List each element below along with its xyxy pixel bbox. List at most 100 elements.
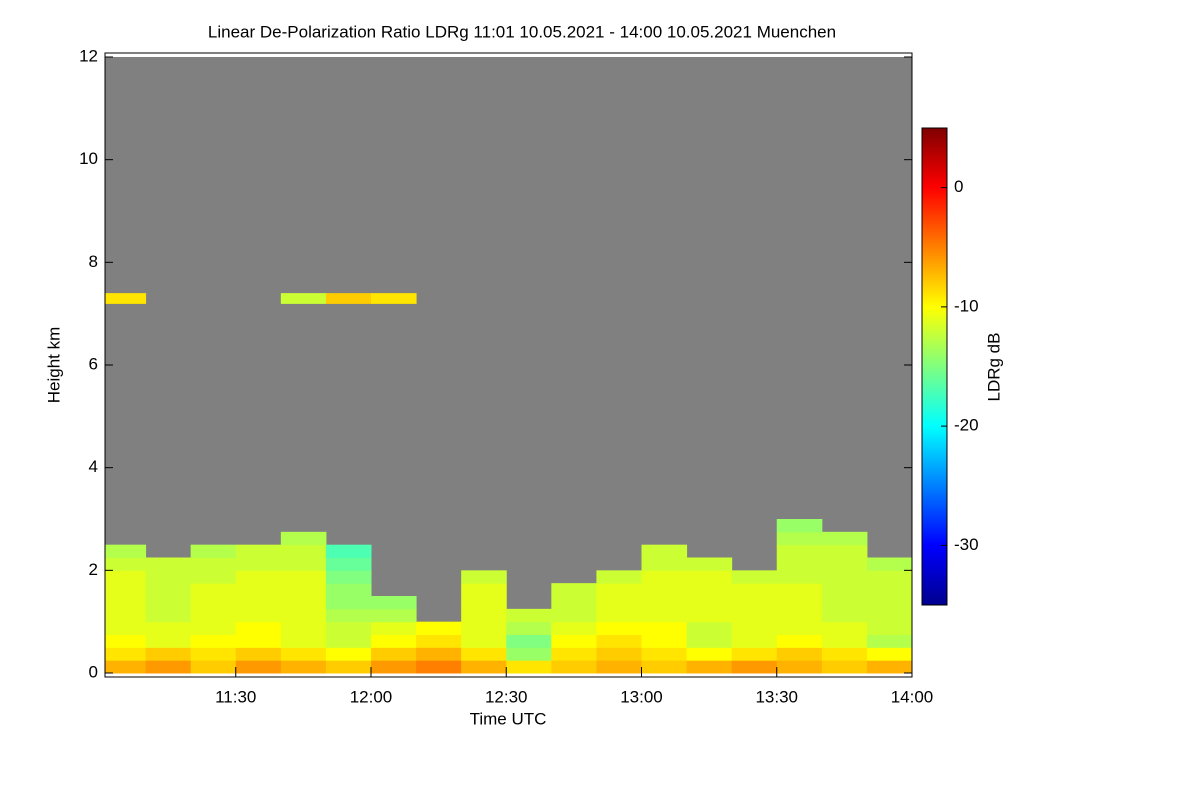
heatmap-cell (686, 660, 733, 674)
heatmap-cell (551, 596, 597, 610)
heatmap-cell (821, 647, 868, 661)
colorbar-tick-label: -10 (954, 296, 979, 315)
heatmap-cell (776, 531, 823, 546)
heatmap-cell (370, 621, 417, 635)
colorbar-label: LDRg dB (984, 333, 1003, 402)
heatmap-cell (821, 596, 868, 610)
x-tick-label: 13:00 (620, 687, 663, 706)
heatmap-cell (866, 647, 913, 661)
heatmap-cell (461, 608, 507, 623)
heatmap-cell (235, 544, 282, 558)
heatmap-cell (641, 621, 688, 635)
heatmap-cell (731, 596, 778, 610)
heatmap-cell (370, 647, 417, 661)
y-tick-label: 6 (89, 354, 98, 373)
heatmap-cell (686, 570, 733, 584)
heatmap-cell (325, 660, 372, 674)
heatmap-cell (641, 660, 688, 674)
heatmap-cell (370, 660, 417, 674)
heatmap-cell (821, 660, 868, 674)
heatmap-cell (641, 583, 688, 597)
heatmap-cell (866, 660, 913, 674)
heatmap-cell (190, 596, 237, 610)
heatmap-cell (370, 596, 417, 610)
heatmap-cell (235, 570, 282, 584)
heatmap-cell (145, 583, 192, 597)
heatmap-cell (461, 621, 507, 635)
heatmap-cell (866, 583, 913, 597)
heatmap-cell (506, 621, 552, 635)
heatmap-cell (776, 519, 823, 533)
heatmap-cell (235, 621, 282, 635)
heatmap-cell (325, 570, 372, 584)
heatmap-cell (596, 634, 642, 648)
heatmap-cell (731, 608, 778, 623)
heatmap-cell (731, 647, 778, 661)
heatmap-cell (596, 583, 642, 597)
heatmap-cell (325, 634, 372, 648)
heatmap-cell (105, 647, 147, 661)
heatmap-cell (551, 621, 597, 635)
heatmap-cell (190, 621, 237, 635)
heatmap-cell (325, 647, 372, 661)
heatmap-cell (506, 634, 552, 648)
colorbar (921, 127, 948, 606)
heatmap-cell (866, 557, 913, 571)
heatmap-cell (145, 634, 192, 648)
y-tick-label: 4 (89, 457, 98, 476)
heatmap-cell (596, 570, 642, 584)
heatmap-cell (551, 634, 597, 648)
heatmap-cell (190, 660, 237, 674)
heatmap-cell (776, 621, 823, 635)
heatmap-cell (190, 608, 237, 623)
heatmap-cell (105, 621, 147, 635)
heatmap-cell (551, 647, 597, 661)
heatmap-cell (686, 634, 733, 648)
y-axis-label: Height km (44, 327, 63, 404)
heatmap-cell (731, 583, 778, 597)
x-tick-label: 13:30 (755, 687, 798, 706)
heatmap-cell (506, 660, 552, 674)
chart-title: Linear De-Polarization Ratio LDRg 11:01 … (208, 22, 836, 41)
heatmap-cell (325, 596, 372, 610)
heatmap-cell (776, 596, 823, 610)
heatmap-cell (641, 570, 688, 584)
heatmap-cell (821, 544, 868, 558)
heatmap-cell (145, 596, 192, 610)
heatmap-cell (105, 293, 147, 304)
heatmap-cell (551, 660, 597, 674)
heatmap-cell (641, 647, 688, 661)
heatmap-cell (551, 608, 597, 623)
heatmap-cell (776, 557, 823, 571)
colorbar-tick-label: -30 (954, 535, 979, 554)
heatmap-cell (776, 660, 823, 674)
heatmap-cell (686, 647, 733, 661)
heatmap-cell (866, 634, 913, 648)
heatmap-cell (145, 557, 192, 571)
heatmap-cell (641, 544, 688, 558)
y-tick-label: 8 (89, 252, 98, 271)
heatmap-cell (776, 647, 823, 661)
heatmap-cell (821, 583, 868, 597)
heatmap-cell (105, 634, 147, 648)
heatmap-cell (280, 660, 327, 674)
heatmap-cell (370, 608, 417, 623)
heatmap-cell (731, 660, 778, 674)
heatmap-cell (105, 544, 147, 558)
colorbar-tick-label: -20 (954, 416, 979, 435)
heatmap-cell (866, 570, 913, 584)
heatmap-cell (641, 557, 688, 571)
heatmap-cell (370, 634, 417, 648)
heatmap-cell (325, 557, 372, 571)
heatmap-cell (235, 608, 282, 623)
heatmap-cell (235, 634, 282, 648)
heatmap-cell (866, 596, 913, 610)
heatmap-cell (280, 570, 327, 584)
heatmap-cell (235, 660, 282, 674)
heatmap-cell (105, 608, 147, 623)
x-tick-label: 12:30 (485, 687, 528, 706)
heatmap-cell (190, 647, 237, 661)
heatmap-cell (105, 583, 147, 597)
heatmap-cell (686, 621, 733, 635)
